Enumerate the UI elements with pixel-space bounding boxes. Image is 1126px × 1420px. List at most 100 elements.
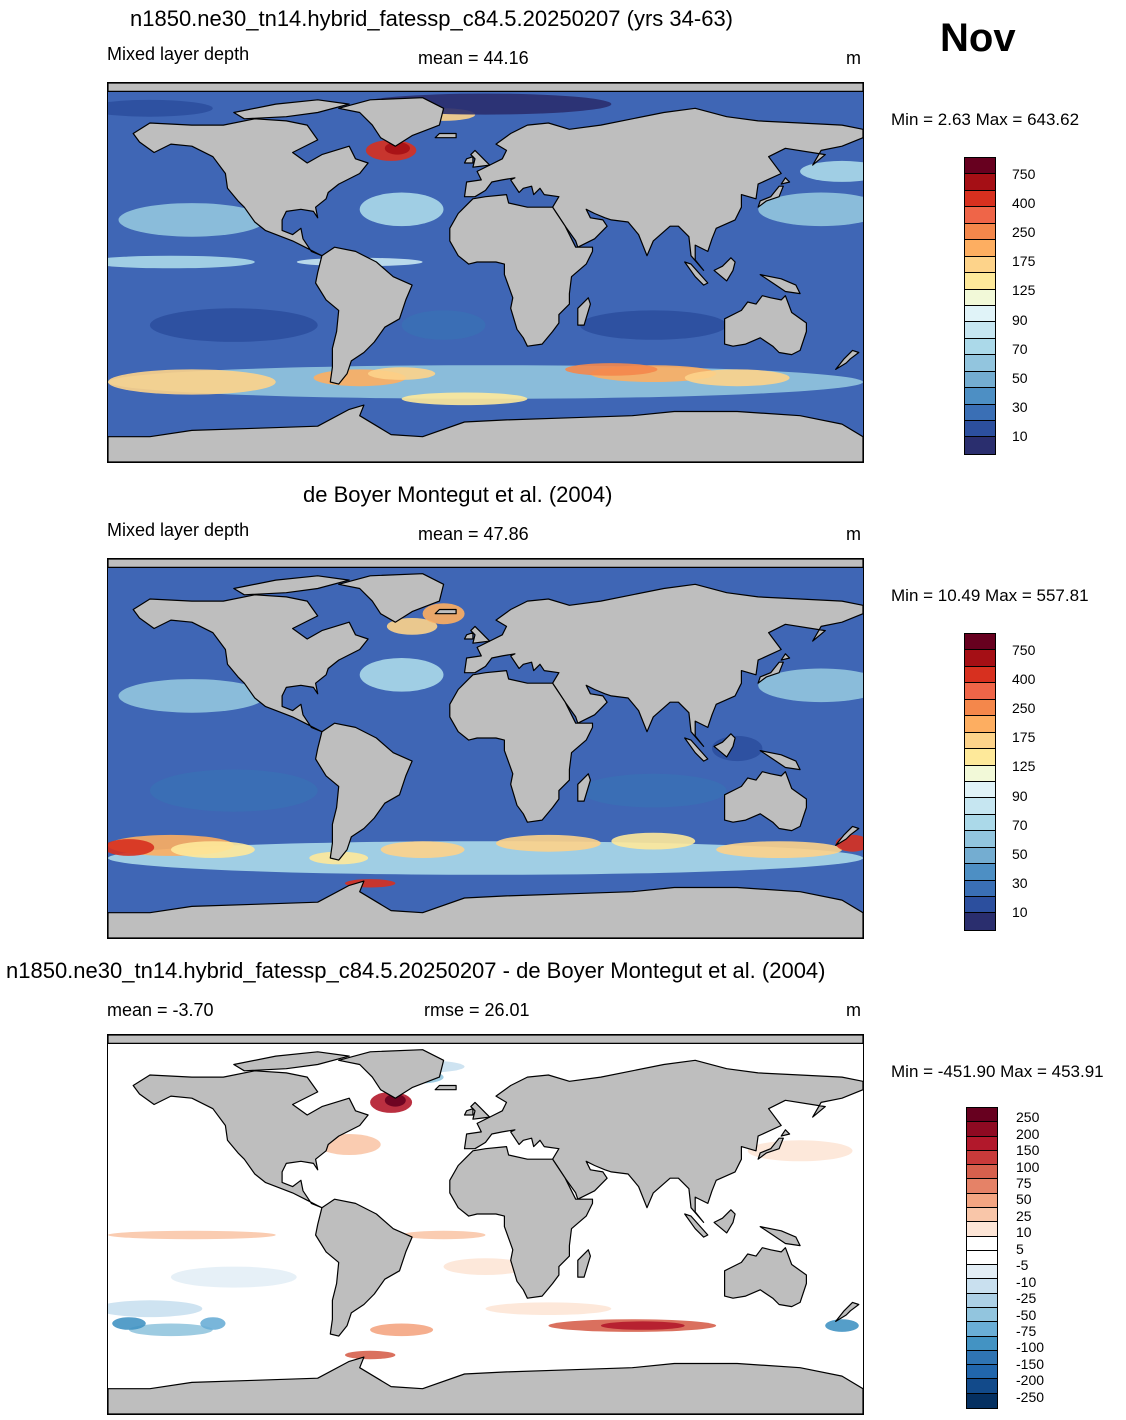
colorbar-tick-label: 25 bbox=[1016, 1207, 1032, 1224]
colorbar-tick-label: 10 bbox=[1012, 428, 1028, 445]
colorbar-swatch bbox=[967, 1307, 997, 1323]
land-mass bbox=[108, 1356, 863, 1414]
land-mass bbox=[132, 1070, 369, 1209]
land-mass bbox=[470, 625, 491, 644]
field-contour bbox=[108, 1230, 276, 1240]
land-mass bbox=[108, 404, 863, 462]
colorbar-swatch bbox=[965, 749, 995, 766]
panel1-mean-label: mean = 44.16 bbox=[418, 48, 529, 68]
colorbar-swatch bbox=[965, 355, 995, 372]
colorbar-swatch bbox=[965, 683, 995, 700]
field-contour bbox=[401, 310, 486, 340]
field-contour bbox=[108, 369, 276, 395]
field-contour bbox=[386, 618, 438, 635]
colorbar-swatch bbox=[965, 256, 995, 274]
field-contour bbox=[443, 1258, 528, 1275]
land-mass bbox=[835, 349, 860, 370]
colorbar-swatch bbox=[967, 1279, 997, 1294]
panel3-mean-label: mean = -3.70 bbox=[107, 1000, 214, 1020]
colorbar-swatch bbox=[967, 1150, 997, 1166]
land-mass bbox=[108, 1035, 863, 1044]
colorbar-tick-label: 10 bbox=[1016, 1224, 1032, 1241]
land-mass bbox=[338, 1049, 445, 1099]
colorbar-swatch bbox=[965, 732, 995, 750]
panel2-mean-label: mean = 47.86 bbox=[418, 524, 529, 544]
month-label: Nov bbox=[940, 16, 1016, 60]
land-mass bbox=[835, 825, 860, 846]
colorbar-tick-label: 100 bbox=[1016, 1158, 1040, 1175]
colorbar-swatch bbox=[967, 1350, 997, 1366]
colorbar-swatch bbox=[965, 240, 995, 257]
field-contour bbox=[684, 369, 790, 387]
panel3-title: n1850.ne30_tn14.hybrid_fatessp_c84.5.202… bbox=[6, 958, 826, 983]
field-contour bbox=[401, 392, 528, 406]
colorbar-tick-label: 750 bbox=[1012, 165, 1036, 182]
land-mass bbox=[713, 733, 736, 758]
land-mass bbox=[835, 1301, 860, 1322]
colorbar-tick-label: 150 bbox=[1016, 1142, 1040, 1159]
colorbar-tick-label: 75 bbox=[1016, 1175, 1032, 1191]
colorbar-tick-label: 5 bbox=[1016, 1240, 1024, 1257]
colorbar-swatch bbox=[965, 666, 995, 684]
colorbar-swatch bbox=[965, 158, 995, 175]
panel1-units: m bbox=[846, 48, 861, 68]
field-contour bbox=[401, 1230, 486, 1240]
colorbar-swatch bbox=[967, 1379, 997, 1394]
colorbar-swatch bbox=[967, 1336, 997, 1351]
colorbar-tick-label: 90 bbox=[1012, 311, 1028, 328]
land-mass bbox=[757, 185, 784, 208]
colorbar-tick-label: -25 bbox=[1016, 1290, 1037, 1307]
land-mass bbox=[434, 132, 457, 139]
colorbar-tick-label: -150 bbox=[1016, 1355, 1045, 1372]
colorbar-swatch bbox=[967, 1265, 997, 1280]
panel1-minmax: Min = 2.63 Max = 643.62 bbox=[891, 110, 1080, 129]
land-mass bbox=[780, 1129, 791, 1137]
colorbar-swatch bbox=[965, 207, 995, 224]
panel1-title: n1850.ne30_tn14.hybrid_fatessp_c84.5.202… bbox=[130, 6, 734, 31]
colorbar-swatch bbox=[965, 322, 995, 339]
colorbar-swatch bbox=[967, 1322, 997, 1337]
land-mass bbox=[759, 274, 801, 295]
colorbar-swatch bbox=[965, 781, 995, 799]
colorbar-tick-label: 175 bbox=[1012, 253, 1036, 270]
colorbar-swatch bbox=[965, 880, 995, 897]
colorbar-swatch bbox=[965, 371, 995, 389]
land-mass bbox=[233, 575, 350, 596]
field-contour bbox=[170, 1266, 297, 1288]
land-mass bbox=[338, 573, 445, 623]
field-contour bbox=[600, 1321, 685, 1330]
colorbar-tick-label: 400 bbox=[1012, 194, 1036, 211]
land-mass bbox=[713, 1209, 736, 1234]
field-contour bbox=[485, 1302, 612, 1315]
field-contour bbox=[368, 367, 436, 380]
colorbar-tick-label: 250 bbox=[1012, 224, 1036, 240]
colorbar-swatch bbox=[965, 650, 995, 667]
land-mass bbox=[434, 608, 457, 615]
land-mass bbox=[233, 99, 350, 120]
colorbar-tick-label: 10 bbox=[1012, 904, 1028, 921]
panel2-minmax: Min = 10.49 Max = 557.81 bbox=[891, 586, 1089, 605]
colorbar-tick-label: 50 bbox=[1016, 1191, 1032, 1208]
land-mass bbox=[108, 559, 863, 568]
land-mass bbox=[723, 771, 808, 832]
colorbar-swatch bbox=[967, 1236, 997, 1251]
colorbar-tick-label: 90 bbox=[1012, 787, 1028, 804]
panel2-title: de Boyer Montegut et al. (2004) bbox=[303, 482, 613, 507]
land-mass bbox=[684, 1213, 709, 1238]
colorbar-tick-label: 50 bbox=[1012, 370, 1028, 386]
panel1-colorbar bbox=[964, 157, 996, 455]
field-contour bbox=[579, 773, 727, 808]
colorbar-swatch bbox=[967, 1293, 997, 1308]
land-mass bbox=[463, 1059, 863, 1223]
field-contour bbox=[108, 99, 213, 117]
colorbar-swatch bbox=[965, 437, 995, 454]
land-mass bbox=[315, 722, 413, 861]
colorbar-swatch bbox=[965, 223, 995, 241]
colorbar-swatch bbox=[967, 1122, 997, 1137]
field-contour bbox=[108, 1300, 203, 1318]
panel3-map bbox=[107, 1034, 864, 1415]
land-mass bbox=[463, 107, 863, 271]
colorbar-tick-label: -10 bbox=[1016, 1273, 1037, 1290]
colorbar-swatch bbox=[965, 699, 995, 717]
colorbar-tick-label: 125 bbox=[1012, 758, 1036, 775]
